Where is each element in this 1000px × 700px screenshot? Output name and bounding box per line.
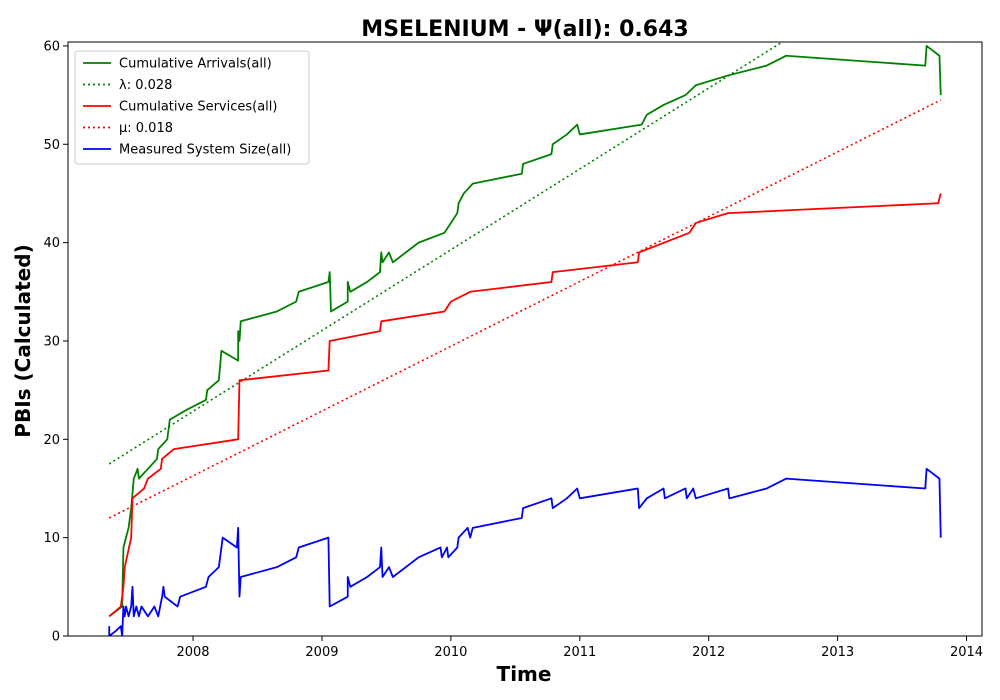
- y-tick-label: 20: [43, 433, 60, 448]
- x-tick-label: 2008: [176, 645, 209, 660]
- y-tick-label: 10: [43, 531, 60, 546]
- chart-title: MSELENIUM - Ψ(all): 0.643: [361, 17, 688, 42]
- legend-entry: λ: 0.028: [119, 78, 172, 93]
- legend-entry: Measured System Size(all): [119, 143, 291, 158]
- legend: Cumulative Arrivals(all) λ: 0.028 Cumulati…: [74, 50, 310, 165]
- x-tick-label: 2010: [434, 645, 467, 660]
- legend-box: [74, 50, 310, 165]
- legend-entry: Cumulative Arrivals(all): [119, 57, 272, 72]
- y-tick-label: 40: [43, 236, 60, 251]
- series-line-4: [108, 467, 942, 636]
- y-tick-label: 60: [43, 39, 60, 54]
- series-layer: [108, 42, 942, 636]
- x-tick-label: 2012: [692, 645, 725, 660]
- x-tick-label: 2011: [563, 645, 596, 660]
- series-line-0: [108, 45, 942, 618]
- x-axis-title: Time: [497, 662, 552, 686]
- x-tick-label: 2014: [950, 645, 983, 660]
- y-axis-title: PBIs (Calculated): [11, 244, 35, 437]
- y-tick-label: 0: [52, 630, 60, 645]
- legend-entry: Cumulative Services(all): [119, 100, 277, 115]
- plot-frame: [67, 41, 983, 637]
- y-tick-label: 30: [43, 334, 60, 349]
- series-line-1: [108, 42, 784, 465]
- legend-entry: μ: 0.018: [119, 121, 173, 136]
- y-tick-label: 50: [43, 138, 60, 153]
- series-line-2: [108, 193, 942, 618]
- axis-ticks: 2008 2009 2010 2011 2012 2013 2014 0 10 20 30 40 50 6…: [43, 39, 983, 660]
- series-line-3: [108, 99, 942, 519]
- x-tick-label: 2013: [821, 645, 854, 660]
- x-tick-label: 2009: [305, 645, 338, 660]
